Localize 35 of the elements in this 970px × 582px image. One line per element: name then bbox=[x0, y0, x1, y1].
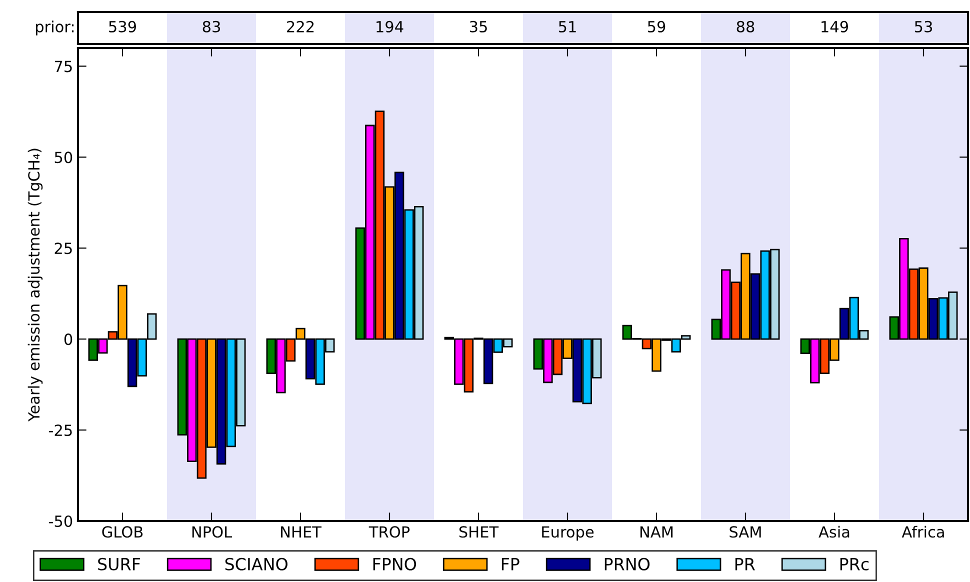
text: 35 bbox=[470, 20, 487, 32]
y-tick-label: 25 bbox=[54, 242, 72, 254]
y-tick-label: 0 bbox=[64, 334, 72, 346]
legend-label: PR bbox=[735, 558, 755, 570]
y-tick-label: -50 bbox=[48, 515, 72, 528]
legend-label: FP bbox=[502, 558, 520, 570]
text: 83 bbox=[202, 20, 220, 32]
text: 59 bbox=[648, 20, 666, 32]
y-tick-label: 50 bbox=[54, 152, 72, 164]
x-tick-label: TROP bbox=[368, 526, 410, 538]
x-tick-label: Europe bbox=[542, 526, 594, 541]
x-tick-label: Asia bbox=[818, 526, 850, 538]
x-tick-label: SHET bbox=[459, 526, 499, 538]
legend-label: PRc bbox=[840, 558, 869, 570]
y-tick-label: 75 bbox=[54, 60, 72, 72]
text: 51 bbox=[558, 21, 576, 32]
x-tick-label: NHET bbox=[281, 526, 322, 538]
x-tick-label: NPOL bbox=[192, 526, 232, 538]
x-tick-label: NAM bbox=[640, 526, 673, 538]
text: 149 bbox=[822, 20, 848, 32]
text: prior: bbox=[36, 20, 74, 36]
x-tick-label: Africa bbox=[902, 526, 944, 538]
legend-label: SCIANO bbox=[225, 558, 288, 570]
y-axis-title: Yearly emission adjustment (TgCH₄) bbox=[28, 148, 43, 422]
text: 539 bbox=[109, 20, 136, 32]
text: 53 bbox=[914, 20, 932, 32]
legend-label: PRNO bbox=[604, 558, 650, 570]
x-tick-label: SAM bbox=[730, 526, 761, 538]
x-tick-label: GLOB bbox=[102, 526, 143, 538]
y-tick-label: -25 bbox=[48, 424, 72, 436]
text: 194 bbox=[376, 20, 404, 32]
text: 222 bbox=[287, 20, 314, 32]
legend-label: SURF bbox=[98, 558, 140, 570]
text: 88 bbox=[736, 20, 754, 32]
legend-label: FPNO bbox=[373, 558, 416, 570]
